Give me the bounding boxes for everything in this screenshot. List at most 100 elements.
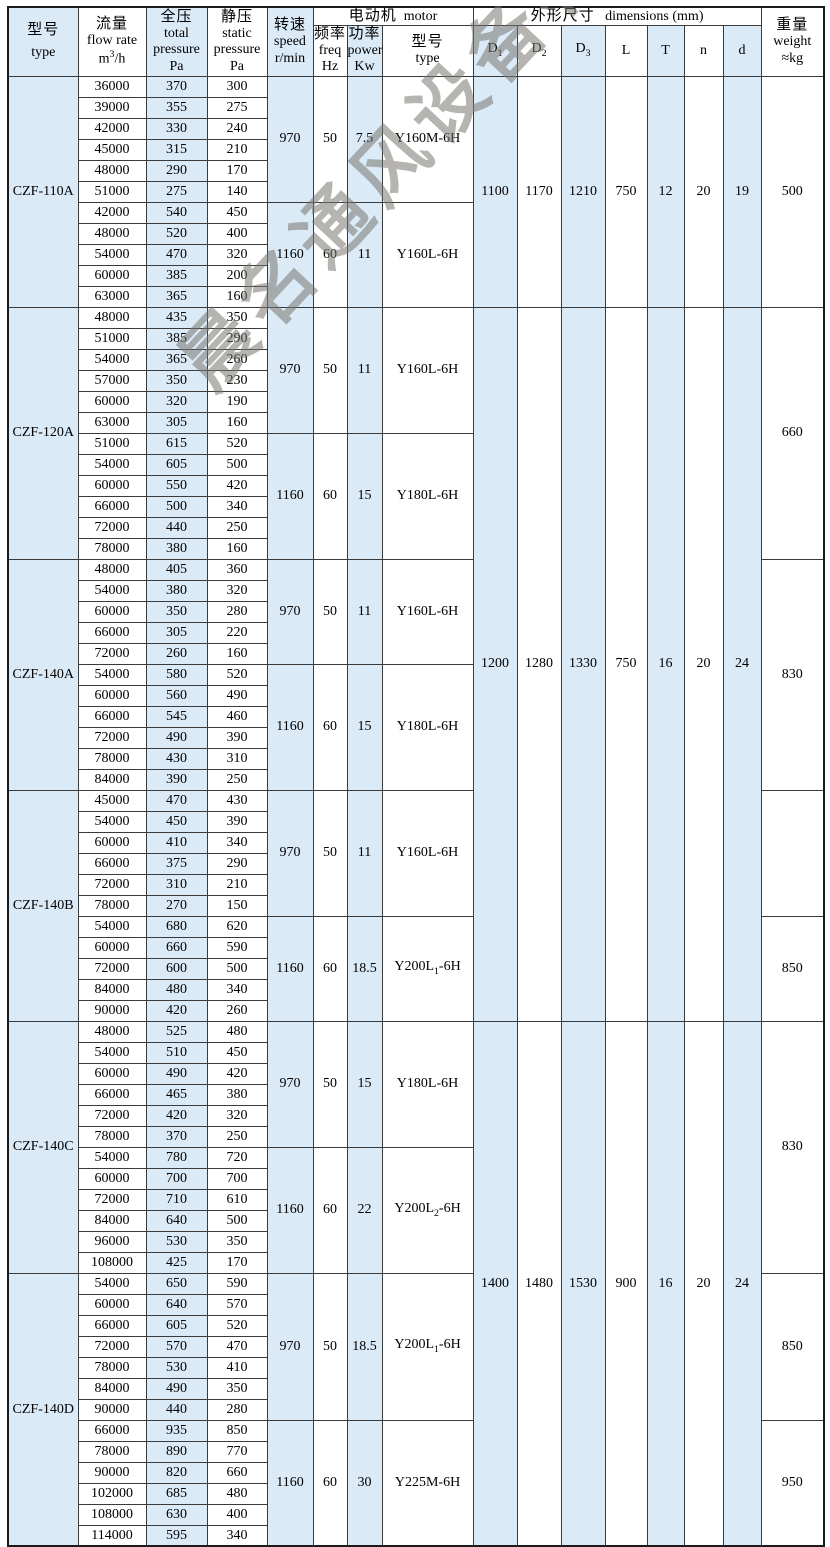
dimension-cell-d: 24 [722,1020,762,1547]
freq-cell: 60 [312,432,348,560]
speed-cell: 1160 [266,663,314,791]
header-flow-unit: m3/h [98,49,126,67]
table-row: 78000 380 160 [8,537,824,560]
flow-rate-cell: 66000 [77,621,147,644]
static-pressure-cell: 410 [206,1356,268,1379]
header-static-pressure: 静压 static pressure Pa [206,6,268,77]
flow-rate-cell: 54000 [77,1041,147,1064]
speed-cell: 970 [266,1020,314,1148]
model-cell: CZF-120A [7,306,79,560]
motor-type-cell: Y160L-6H [381,306,474,434]
table-row: 84000 390 250 [8,768,824,791]
flow-rate-cell: 63000 [77,285,147,308]
total-pressure-cell: 605 [145,1314,208,1337]
table-row: 51000 385 290 [8,327,824,350]
table-row: 66000 545 460 [8,705,824,728]
static-pressure-cell: 170 [206,1251,268,1274]
static-pressure-cell: 700 [206,1167,268,1190]
total-pressure-cell: 685 [145,1482,208,1505]
total-pressure-cell: 375 [145,852,208,875]
flow-rate-cell: 48000 [77,159,147,182]
static-pressure-cell: 280 [206,600,268,623]
table-row: 60000 350 280 [8,600,824,623]
total-pressure-cell: 305 [145,621,208,644]
total-pressure-cell: 660 [145,936,208,959]
dimension-cell-d: 24 [722,306,762,1022]
flow-rate-cell: 60000 [77,390,147,413]
flow-rate-cell: 54000 [77,348,147,371]
total-pressure-cell: 640 [145,1209,208,1232]
total-pressure-cell: 350 [145,600,208,623]
total-pressure-cell: 500 [145,495,208,518]
total-pressure-cell: 630 [145,1503,208,1526]
flow-rate-cell: 54000 [77,810,147,833]
header-d3: D3 [560,24,606,77]
flow-rate-cell: 51000 [77,327,147,350]
model-cell: CZF-140A [7,558,79,791]
table-row: 72000 260 160 [8,642,824,665]
table-header: 型号 type 流量 flow rate m3/h 全压 total press… [7,6,825,77]
static-pressure-cell: 450 [206,1041,268,1064]
total-pressure-cell: 530 [145,1356,208,1379]
total-pressure-cell: 310 [145,873,208,896]
model-cell: CZF-140B [7,789,79,1022]
freq-cell: 60 [312,1146,348,1274]
flow-rate-cell: 48000 [77,306,147,329]
flow-rate-cell: 36000 [77,75,147,98]
static-pressure-cell: 260 [206,999,268,1022]
flow-rate-cell: 54000 [77,663,147,686]
motor-type-cell: Y160L-6H [381,558,474,665]
speed-cell: 970 [266,306,314,434]
table-row: 39000 355 275 [8,96,824,119]
table-row: CZF-140C 48000 525 480 970 50 15 Y180L-6H 1400 14… [7,1020,825,1547]
flow-rate-cell: 84000 [77,768,147,791]
total-pressure-cell: 320 [145,390,208,413]
total-pressure-cell: 560 [145,684,208,707]
total-pressure-cell: 470 [145,243,208,266]
weight-cell: 950 [760,1419,825,1547]
flow-rate-cell: 78000 [77,1356,147,1379]
table-row: 54000 470 320 [8,243,824,266]
weight-cell: 830 [760,1020,825,1274]
flow-rate-cell: 78000 [77,537,147,560]
dimension-cell-d: 19 [722,75,762,308]
total-pressure-cell: 410 [145,831,208,854]
flow-rate-cell: 108000 [77,1251,147,1274]
table-row: 78000 370 250 [8,1125,824,1148]
flow-rate-cell: 60000 [77,474,147,497]
static-pressure-cell: 660 [206,1461,268,1484]
total-pressure-cell: 935 [145,1419,208,1442]
speed-cell: 1160 [266,915,314,1022]
total-pressure-cell: 390 [145,768,208,791]
speed-cell: 1160 [266,1419,314,1547]
flow-rate-cell: 108000 [77,1503,147,1526]
total-pressure-cell: 615 [145,432,208,455]
dimension-cell-D3: 1210 [560,75,606,308]
table-row: 60000 490 420 [8,1062,824,1085]
table-row: 42000 540 450 1160 60 11 Y160L-6H [8,201,824,308]
static-pressure-cell: 500 [206,453,268,476]
flow-rate-cell: 90000 [77,999,147,1022]
dimension-cell-T: 16 [646,1020,685,1547]
flow-rate-cell: 84000 [77,1377,147,1400]
total-pressure-cell: 270 [145,894,208,917]
total-pressure-cell: 490 [145,1377,208,1400]
speed-cell: 1160 [266,201,314,308]
static-pressure-cell: 320 [206,579,268,602]
table-row: 72000 310 210 [8,873,824,896]
dimension-cell-D1: 1200 [472,306,518,1022]
static-pressure-cell: 490 [206,684,268,707]
static-pressure-cell: 230 [206,369,268,392]
header-T: T [646,24,685,77]
table-row: 54000 510 450 [8,1041,824,1064]
static-pressure-cell: 520 [206,1314,268,1337]
total-pressure-cell: 580 [145,663,208,686]
flow-rate-cell: 66000 [77,1314,147,1337]
motor-type-cell: Y225M-6H [381,1419,474,1547]
total-pressure-cell: 275 [145,180,208,203]
flow-rate-cell: 60000 [77,936,147,959]
header-speed: 转速 speed r/min [266,6,314,77]
header-d1: D1 [472,24,518,77]
header-power: 功率 power Kw [346,24,383,77]
table-row: CZF-140A 48000 405 360 970 50 11 Y160L-6H 830 [7,558,825,791]
